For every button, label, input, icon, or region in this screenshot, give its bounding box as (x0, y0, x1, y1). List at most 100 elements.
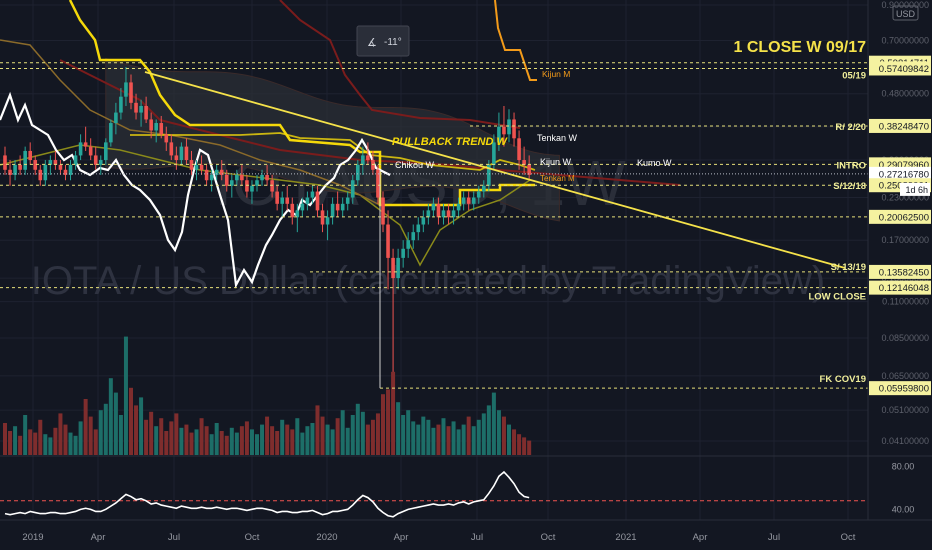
volume-bar-6 (33, 432, 38, 455)
volume-bar-63 (320, 416, 325, 455)
volume-bar-0 (3, 423, 7, 455)
candle-body-102 (517, 138, 521, 161)
candle-body-40 (204, 169, 209, 181)
level-label-3: INTRO (836, 160, 866, 171)
volume-bar-62 (315, 405, 320, 455)
candle-body-69 (350, 180, 355, 198)
kijun-m-line (494, 0, 537, 81)
volume-bar-72 (365, 424, 370, 455)
level-label-8: LOW CLOSE (808, 292, 866, 303)
volume-bar-94 (476, 419, 481, 455)
volume-bar-26 (134, 405, 139, 455)
candle-body-56 (285, 197, 290, 204)
candle-body-39 (199, 164, 204, 170)
price-tick-8: 0.11000000 (882, 297, 929, 307)
annotation-6: Tenkan M (540, 174, 575, 183)
candle-body-59 (300, 203, 305, 211)
volume-bar-71 (360, 411, 365, 455)
candle-body-55 (280, 197, 284, 204)
price-badge-8: 0.12146048 (879, 283, 929, 294)
volume-bar-82 (416, 424, 421, 455)
volume-bar-60 (305, 426, 310, 455)
annotation-2: Kijun W (540, 157, 572, 167)
price-badge-6: 0.20062500 (879, 212, 929, 223)
volume-bar-3 (18, 435, 23, 455)
candle-body-89 (451, 210, 456, 218)
time-tick-3: Oct (245, 532, 260, 543)
candle-body-12 (63, 169, 68, 175)
volume-bar-41 (209, 434, 214, 455)
candle-body-14 (73, 155, 78, 165)
candle-body-18 (93, 155, 98, 165)
candle-body-80 (406, 240, 410, 249)
volume-bar-52 (265, 416, 270, 455)
ichimoku-olive-line (0, 144, 531, 267)
angle-tool-icon: ∡ (367, 36, 377, 49)
time-tick-0: 2019 (22, 532, 43, 543)
candle-body-58 (295, 210, 300, 218)
candle-body-96 (487, 164, 491, 186)
volume-bar-16 (83, 399, 88, 455)
candle-body-82 (416, 224, 421, 233)
volume-bar-5 (28, 429, 33, 455)
volume-bar-31 (159, 418, 164, 455)
volume-bar-28 (144, 419, 149, 455)
volume-bar-92 (466, 416, 471, 455)
candle-body-19 (98, 160, 103, 165)
candle-body-98 (497, 126, 501, 143)
candle-body-38 (194, 164, 199, 170)
angle-tool-value: -11° (384, 37, 402, 48)
candle-body-8 (43, 164, 48, 181)
volume-bar-102 (517, 434, 522, 455)
volume-bar-95 (481, 413, 486, 455)
price-badge-bg-6 (869, 209, 931, 224)
candle-body-63 (320, 210, 325, 225)
price-badge-bg-4 (869, 166, 931, 181)
volume-bar-83 (421, 416, 426, 455)
volume-bar-87 (441, 418, 446, 455)
volume-bar-57 (290, 429, 295, 455)
volume-bar-24 (123, 336, 128, 455)
volume-bar-13 (68, 432, 73, 455)
angle-tool-box (356, 25, 410, 57)
price-tick-12: 0.04100000 (881, 436, 929, 446)
volume-bar-79 (401, 415, 406, 455)
volume-bar-46 (234, 432, 239, 455)
currency-label: USD (896, 9, 916, 19)
volume-bar-32 (164, 431, 169, 455)
candle-body-47 (240, 174, 244, 181)
watermark-title: IOTA / US Dollar (calculated by TradingV… (31, 259, 825, 303)
candle-body-45 (230, 180, 234, 186)
candle-body-97 (492, 142, 496, 165)
price-badge-1: 0.57409842 (879, 64, 929, 75)
volume-bar-9 (48, 437, 53, 455)
candle-body-49 (250, 185, 254, 192)
price-axis-bg (868, 0, 932, 520)
time-tick-4: 2020 (316, 532, 337, 543)
volume-bar-29 (149, 411, 154, 455)
candle-body-17 (88, 146, 93, 156)
level-label-9: FK COV19 (820, 374, 866, 385)
volume-bar-7 (38, 419, 43, 455)
candle-body-73 (371, 160, 375, 170)
volume-bar-49 (249, 429, 254, 455)
candle-body-79 (401, 248, 405, 258)
price-tick-2: 0.48000000 (881, 89, 929, 99)
volume-bar-97 (491, 392, 496, 455)
candle-body-43 (219, 169, 224, 175)
annotation-5: Kijun M (542, 69, 570, 79)
volume-bar-93 (471, 426, 476, 455)
volume-bar-70 (355, 403, 360, 455)
candle-body-13 (68, 164, 73, 175)
level-label-7: S/ 13/19 (831, 262, 866, 273)
price-badge-4: 0.27216780 (879, 169, 929, 180)
candle-body-61 (310, 191, 315, 198)
volume-bar-30 (154, 426, 159, 455)
candle-body-22 (114, 112, 118, 124)
candle-body-100 (507, 119, 511, 135)
candle-body-93 (471, 197, 476, 204)
candle-body-81 (411, 232, 416, 241)
candle-body-72 (366, 155, 370, 161)
